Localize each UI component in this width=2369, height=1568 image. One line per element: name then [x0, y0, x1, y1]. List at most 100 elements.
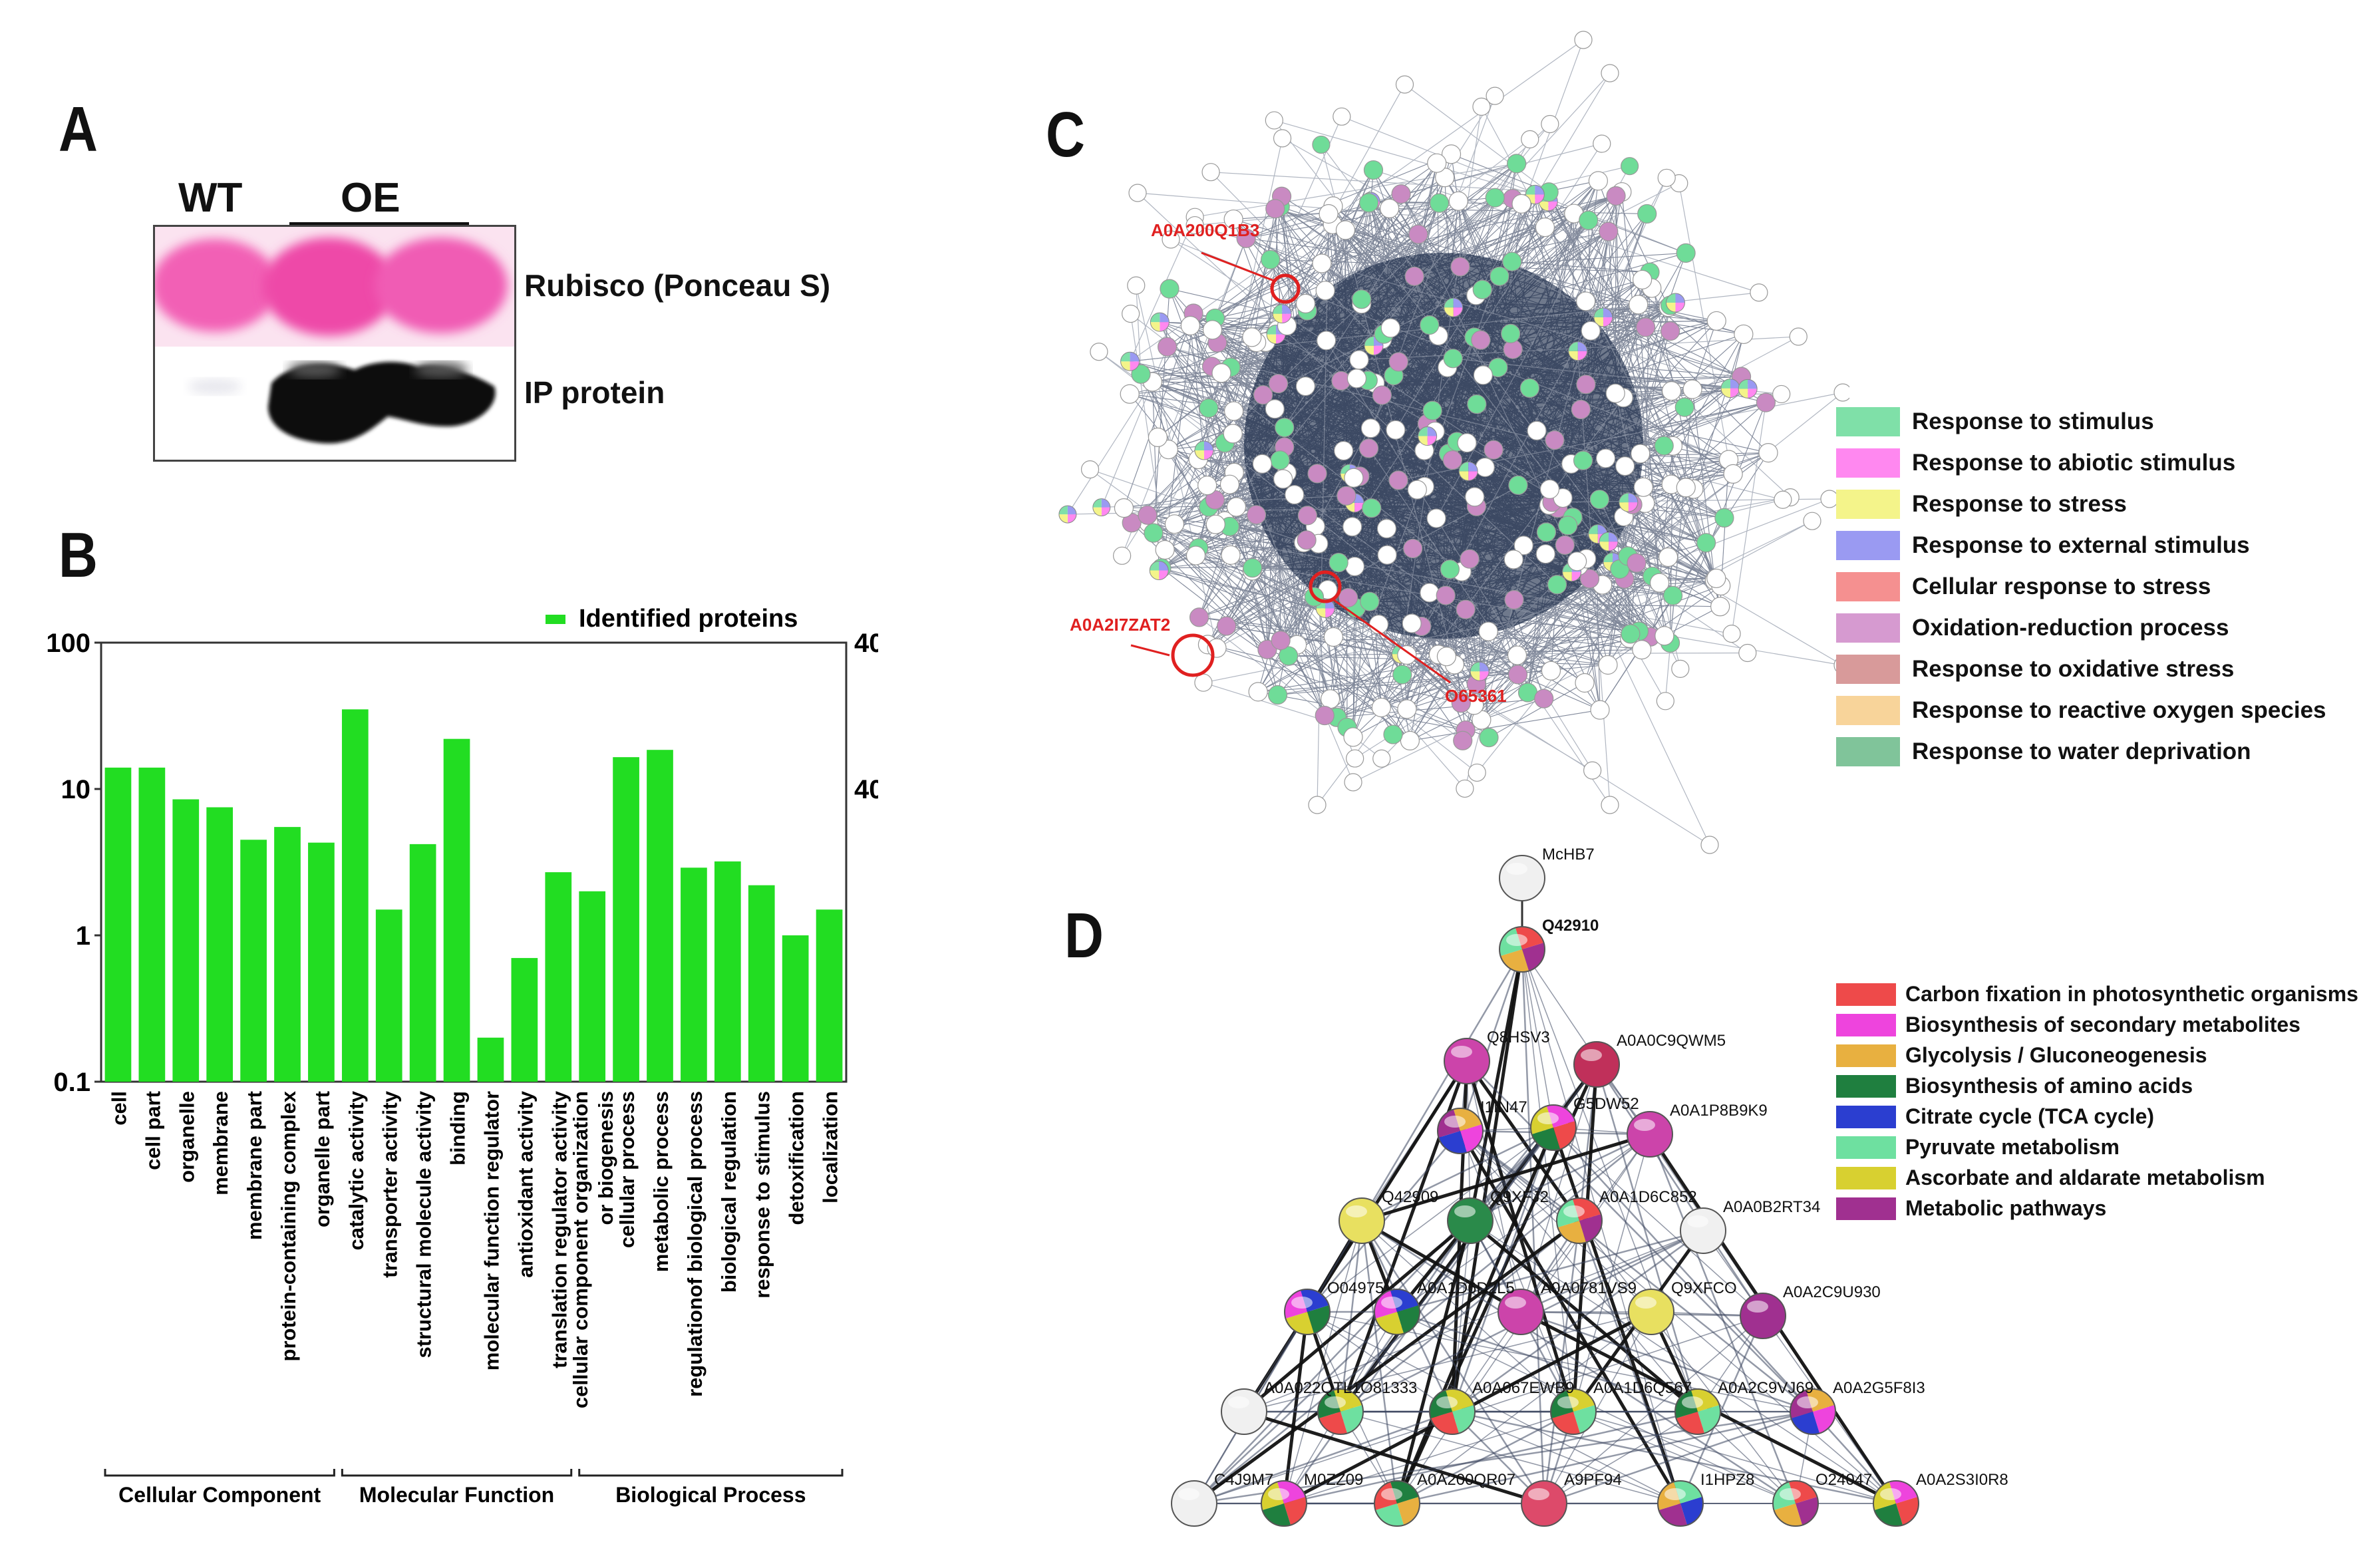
protein-node: [1676, 243, 1696, 263]
node-label: A0A0C9QWM5: [1617, 1032, 1726, 1050]
legend-item: Response to stimulus: [1836, 407, 2154, 436]
x-tick-label: organelle part: [311, 1091, 334, 1227]
callout-arrow: [1201, 251, 1275, 282]
bar-cellular-component-organization-or-biogenesis: [579, 891, 606, 1082]
ppi-network-c: A0A200Q1B3 A0A2I7ZAT2 O65361: [1058, 31, 1849, 854]
edge: [1167, 346, 1784, 500]
node-highlight: [1506, 863, 1527, 875]
protein-node: [1525, 184, 1545, 204]
group-bracket: [578, 1469, 844, 1477]
ip-protein-label: IP protein: [524, 375, 665, 410]
protein-node: [1395, 75, 1414, 94]
protein-node: [1223, 401, 1244, 421]
node-highlight: [1505, 1297, 1526, 1309]
protein-node: [1120, 351, 1140, 371]
legend-label: Pyruvate metabolism: [1905, 1135, 2120, 1159]
node-highlight: [1682, 1396, 1703, 1408]
protein-node: [1261, 249, 1281, 269]
node-slice: [1282, 313, 1292, 323]
bar-cell: [104, 767, 132, 1082]
protein-node: [1275, 418, 1295, 438]
protein-node: [1349, 350, 1369, 370]
node-slice: [1150, 561, 1160, 571]
node-label: C4J9M7: [1214, 1471, 1273, 1489]
protein-node: [1583, 761, 1602, 780]
node-slice: [1101, 507, 1110, 516]
edge: [1193, 1311, 1398, 1504]
node-label: A0A2C9VJ69: [1718, 1379, 1814, 1397]
node-slice: [1194, 441, 1204, 451]
node-highlight: [1557, 1396, 1579, 1408]
x-tick-label: catalytic activity: [345, 1090, 368, 1250]
node-slice: [1599, 542, 1609, 551]
node-slice: [1539, 201, 1549, 211]
node-highlight: [1581, 1049, 1602, 1061]
protein-node: [1535, 544, 1555, 564]
protein-node: [1388, 470, 1408, 490]
node-slice: [1444, 298, 1454, 308]
highlight-ring: [1270, 273, 1301, 304]
node-slice: [1150, 322, 1160, 332]
y2-tick-label: 408: [854, 629, 878, 658]
node-slice: [1603, 307, 1613, 317]
x-tick-label: membrane part: [243, 1091, 266, 1240]
protein-node: [1631, 444, 1651, 464]
bar-organelle-part: [308, 842, 335, 1082]
protein-node: [1242, 327, 1262, 347]
x-tick-label: organelle: [175, 1091, 198, 1183]
protein-node: [1337, 486, 1356, 506]
edge: [1460, 542, 1706, 704]
node-highlight: [1268, 1488, 1289, 1500]
protein-node: [1756, 392, 1776, 412]
edge: [1137, 192, 1609, 232]
protein-node: [1297, 506, 1317, 526]
edge: [1476, 520, 1813, 685]
protein-node: [1599, 532, 1619, 551]
protein-node: [1090, 343, 1108, 361]
protein-node: [1122, 305, 1140, 323]
protein-node: [1397, 645, 1417, 665]
protein-node: [1456, 779, 1474, 798]
legend-swatch: [1836, 1136, 1896, 1159]
protein-node: [1478, 621, 1498, 641]
node-highlight: [1797, 1396, 1818, 1408]
protein-node: [1201, 163, 1220, 182]
node-slice: [1535, 185, 1545, 195]
node-slice: [1453, 298, 1463, 308]
protein-node: [1671, 659, 1690, 678]
bar-membrane: [206, 807, 234, 1082]
edge: [1317, 214, 1329, 806]
edge: [1401, 652, 1748, 655]
bar-detoxification: [782, 935, 809, 1082]
protein-node: [1265, 199, 1285, 219]
node-slice: [1666, 303, 1676, 313]
edge: [1436, 166, 1631, 519]
protein-node: [1295, 377, 1315, 396]
protein-node-outline: [1447, 1197, 1494, 1244]
edge: [1194, 224, 1748, 389]
legend-swatch: [1836, 490, 1900, 519]
x-tick-label: or biogenesis: [594, 1091, 617, 1225]
edge: [1327, 589, 1410, 741]
node-slice: [1058, 506, 1068, 515]
edge: [1678, 183, 1730, 460]
edge: [1692, 321, 1717, 390]
legend-item: Response to reactive oxygen species: [1836, 696, 2326, 725]
protein-node: [1271, 631, 1291, 651]
edge: [1488, 498, 1830, 632]
protein-node: [1471, 330, 1491, 350]
legend-swatch: [1836, 696, 1900, 725]
protein-node: [1335, 220, 1356, 240]
protein-node: [1144, 523, 1164, 543]
protein-node-outline: [1499, 926, 1545, 973]
edge: [1136, 285, 1142, 375]
node-slice: [1588, 534, 1598, 544]
protein-node: [1441, 144, 1462, 164]
protein-node: [1185, 216, 1204, 235]
protein-node: [1443, 349, 1463, 369]
group-bracket: [341, 1469, 573, 1477]
node-slice: [1160, 322, 1170, 332]
node-label: A0A2G5F8I3: [1833, 1379, 1925, 1397]
node-slice: [1675, 293, 1685, 303]
x-tick-label: cellular component organization: [569, 1091, 592, 1408]
